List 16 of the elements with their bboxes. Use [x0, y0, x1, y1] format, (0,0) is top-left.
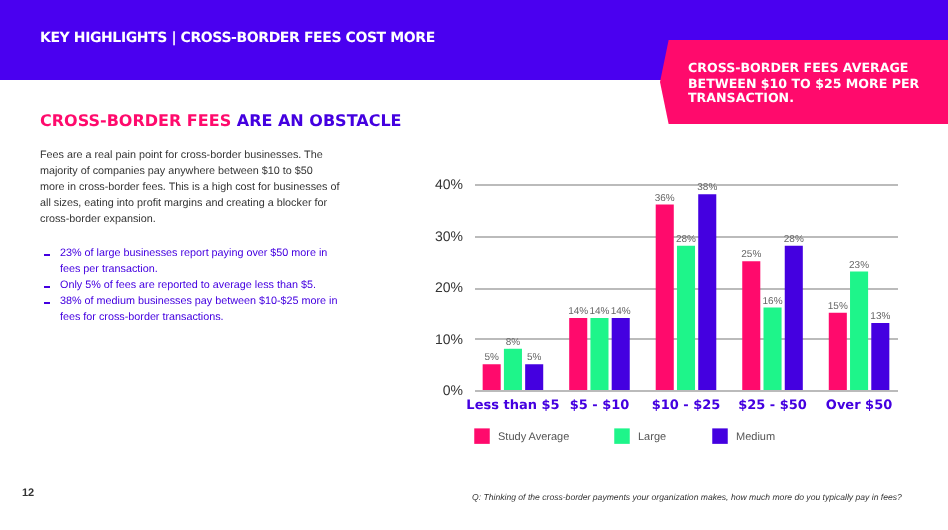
bar: [763, 307, 782, 390]
bar: [742, 261, 761, 390]
bar: [503, 348, 522, 390]
bar: [698, 194, 717, 390]
bar: [655, 204, 674, 390]
bar: [828, 312, 847, 390]
bar: [676, 245, 696, 390]
bar: [850, 271, 869, 390]
bar: [871, 323, 890, 390]
bar: [784, 245, 803, 390]
bar: [525, 364, 544, 390]
bar: [569, 317, 588, 390]
bar: [590, 317, 609, 390]
text: CROSS-BORDER FEES ARE AN OBSTACLE: [40, 112, 402, 130]
bar: [611, 317, 630, 390]
bar: [482, 364, 501, 390]
